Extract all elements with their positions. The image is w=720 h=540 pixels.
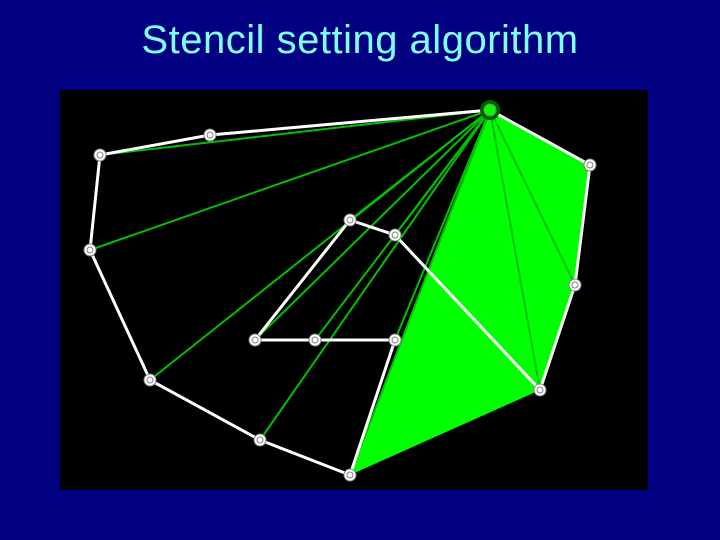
- diagram-canvas: [60, 90, 648, 490]
- polygon-vertex: [309, 334, 321, 346]
- fan-spoke: [90, 110, 490, 250]
- stencil-diagram-svg: [60, 90, 648, 490]
- polygon-vertex: [534, 384, 546, 396]
- polygon-vertex: [84, 244, 96, 256]
- polygon-vertex: [344, 469, 356, 481]
- polygon-vertex: [584, 159, 596, 171]
- fan-spoke: [100, 110, 490, 155]
- polygon-vertex: [254, 434, 266, 446]
- polygon-vertex: [144, 374, 156, 386]
- polygon-vertex: [389, 229, 401, 241]
- polygon-vertex: [204, 129, 216, 141]
- apex-vertex: [484, 104, 496, 116]
- slide-title: Stencil setting algorithm: [0, 18, 720, 63]
- polygon-vertex: [344, 214, 356, 226]
- polygon-vertex: [389, 334, 401, 346]
- polygon-vertex: [94, 149, 106, 161]
- polygon-vertex: [249, 334, 261, 346]
- polygon-vertex: [569, 279, 581, 291]
